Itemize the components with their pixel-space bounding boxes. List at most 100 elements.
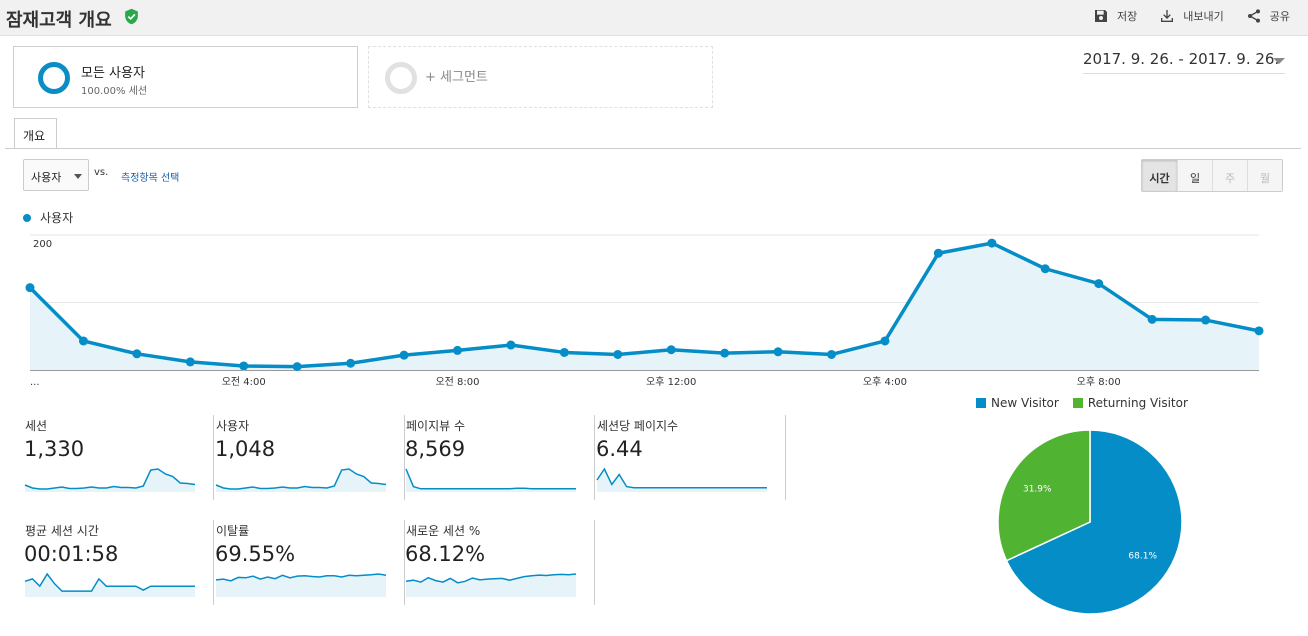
metric-sparkline — [215, 573, 387, 597]
data-point — [292, 362, 302, 372]
granularity-hour-button[interactable]: 시간 — [1142, 160, 1177, 191]
metric-tile[interactable]: 평균 세션 시간 00:01:58 — [24, 520, 214, 605]
sparkline-line — [24, 572, 195, 592]
metric-label: 사용자 — [216, 419, 250, 433]
data-point — [239, 361, 249, 371]
sparkline-line — [405, 468, 576, 490]
data-point — [559, 347, 569, 357]
data-point — [613, 349, 623, 359]
metric-tile[interactable]: 이탈률 69.55% — [215, 520, 405, 605]
metric-value: 69.55% — [215, 542, 296, 566]
line-chart-legend: 사용자 — [23, 209, 73, 226]
metric-label: 새로운 세션 % — [406, 524, 481, 538]
series-area — [30, 243, 1259, 370]
vs-label: vs. — [94, 167, 109, 178]
data-point — [452, 345, 462, 355]
add-segment-button[interactable]: + 세그먼트 — [368, 46, 713, 108]
header-actions: 저장 내보내기 공유 — [1093, 8, 1290, 24]
sparkline-line — [596, 467, 767, 489]
verified-shield-icon — [125, 8, 138, 25]
pie-legend-returning-label: Returning Visitor — [1087, 396, 1188, 410]
legend-series-label: 사용자 — [40, 211, 74, 225]
data-point — [132, 349, 142, 359]
date-range-text: 2017. 9. 26. - 2017. 9. 26. — [1083, 50, 1280, 68]
save-button[interactable]: 저장 — [1093, 8, 1137, 24]
data-point — [399, 350, 409, 360]
segment-ring-icon — [38, 62, 70, 94]
metric-tile[interactable]: 세션당 페이지수 6.44 — [596, 415, 786, 500]
granularity-week-button[interactable]: 주 — [1212, 160, 1247, 191]
sparkline-area — [597, 469, 767, 492]
pie-slice — [997, 429, 1091, 562]
share-label: 공유 — [1269, 10, 1290, 23]
metric-label: 세션당 페이지수 — [597, 419, 679, 433]
metric-label: 이탈률 — [216, 524, 250, 538]
granularity-month-button[interactable]: 월 — [1247, 160, 1282, 191]
sparkline-area — [216, 469, 386, 492]
tab-overview[interactable]: 개요 — [14, 118, 57, 149]
sparkline-line — [215, 468, 387, 490]
metric-dropdown[interactable]: 사용자 — [23, 159, 89, 191]
add-segment-label: + 세그먼트 — [425, 70, 488, 85]
x-tick-label: 오후 4:00 — [863, 376, 907, 388]
data-point — [720, 348, 730, 358]
metric-value: 1,048 — [215, 437, 276, 461]
data-point — [1040, 264, 1050, 274]
share-icon — [1247, 9, 1260, 23]
select-metric-link[interactable]: 측정항목 선택 — [121, 173, 180, 184]
metric-value: 1,330 — [24, 437, 85, 461]
metric-tile[interactable]: 사용자 1,048 — [215, 415, 405, 500]
metric-sparkline — [24, 572, 195, 597]
top-bar: 잠재고객 개요 저장 내보내기 공유 — [0, 0, 1308, 36]
x-tick-label: 오후 8:00 — [1077, 376, 1121, 388]
pie-legend-new[interactable]: New Visitor — [976, 396, 1059, 410]
pie-slice-label: 68.1% — [1128, 552, 1157, 562]
metric-value: 8,569 — [405, 437, 466, 461]
metric-label: 평균 세션 시간 — [25, 524, 99, 538]
data-point — [933, 248, 943, 258]
metric-tile[interactable]: 페이지뷰 수 8,569 — [405, 415, 595, 500]
metric-dropdown-label: 사용자 — [31, 171, 62, 184]
metric-value: 6.44 — [596, 437, 643, 461]
pie-slice — [1005, 429, 1183, 615]
y-tick-label: 200 — [33, 239, 52, 250]
series-line — [28, 241, 1260, 369]
pie-legend: New Visitor Returning Visitor — [976, 396, 1188, 410]
pie-legend-new-label: New Visitor — [991, 396, 1059, 410]
metric-tile[interactable]: 새로운 세션 % 68.12% — [405, 520, 595, 605]
empty-segment-ring-icon — [385, 62, 417, 94]
report-body: 모든 사용자 100.00% 세션 + 세그먼트 2017. 9. 26. - … — [5, 37, 1301, 636]
pie-slice-label: 31.9% — [1023, 484, 1052, 494]
segment-name: 모든 사용자 — [81, 66, 145, 81]
sparkline-area — [406, 469, 576, 492]
share-button[interactable]: 공유 — [1246, 8, 1290, 24]
data-point — [185, 357, 195, 367]
data-point — [773, 347, 783, 357]
caret-down-icon — [74, 174, 82, 179]
sparkline-line — [215, 573, 387, 582]
sparkline-area — [216, 574, 386, 597]
metric-sparkline — [405, 573, 577, 597]
legend-swatch-returning — [1072, 398, 1083, 408]
download-icon — [1161, 10, 1174, 22]
x-tick-label: 오전 4:00 — [222, 376, 266, 388]
metric-label: 페이지뷰 수 — [406, 419, 466, 433]
tab-divider — [5, 148, 1301, 149]
data-point — [25, 283, 35, 293]
legend-dot-icon — [23, 213, 31, 222]
data-point — [987, 238, 997, 248]
data-point — [78, 336, 88, 346]
visitor-type-pie-chart: 68.1% 31.9% — [997, 429, 1183, 615]
sparkline-area — [406, 574, 576, 597]
pie-legend-returning[interactable]: Returning Visitor — [1072, 396, 1188, 410]
metric-sparkline — [24, 468, 196, 492]
granularity-day-button[interactable]: 일 — [1177, 160, 1212, 191]
date-range-picker[interactable]: 2017. 9. 26. - 2017. 9. 26. — [1083, 50, 1285, 74]
metric-label: 세션 — [25, 419, 48, 433]
segment-all-users[interactable]: 모든 사용자 100.00% 세션 — [13, 46, 358, 108]
metric-tile[interactable]: 세션 1,330 — [24, 415, 214, 500]
export-label: 내보내기 — [1183, 10, 1224, 23]
data-point — [1094, 279, 1104, 289]
export-button[interactable]: 내보내기 — [1159, 8, 1224, 24]
